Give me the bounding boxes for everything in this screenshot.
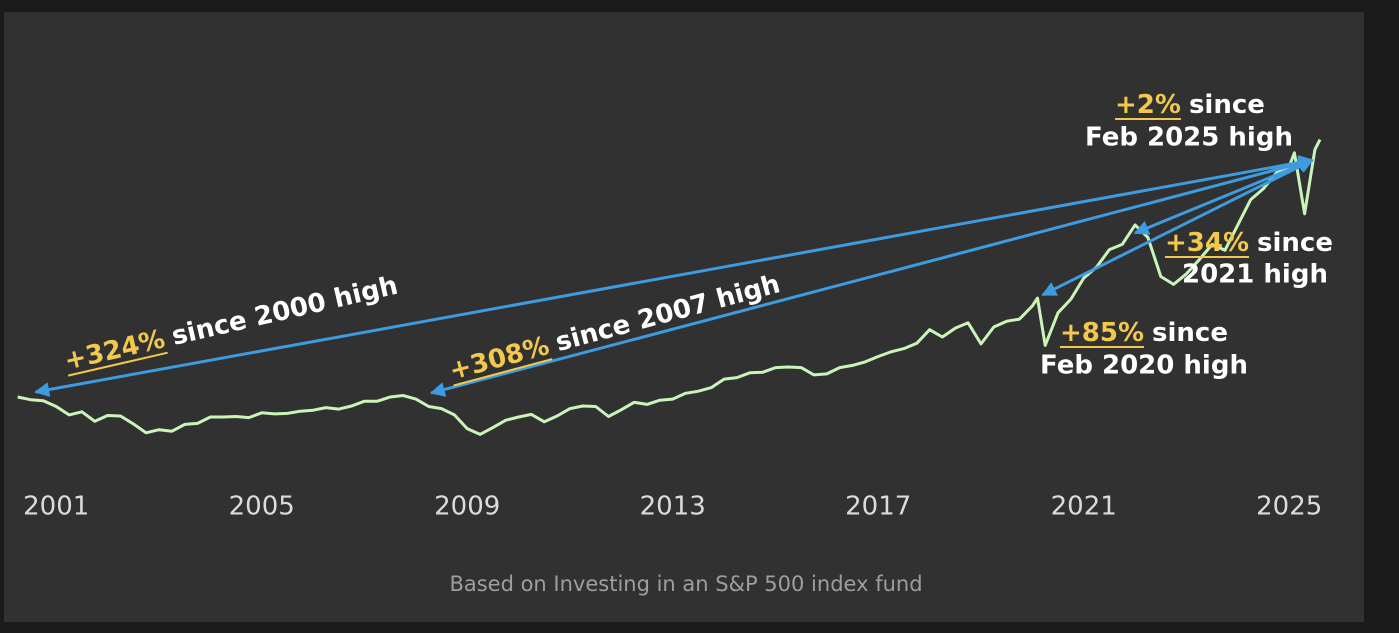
annotation-text: Feb 2025 high — [1085, 123, 1293, 153]
highlight-underline — [67, 351, 168, 377]
highlight-underline — [453, 358, 553, 387]
annotation-label: since — [1189, 90, 1265, 120]
annotation-text: Feb 2020 high — [1040, 351, 1248, 381]
annotation-text: 2021 high — [1182, 260, 1328, 290]
arrow — [1133, 158, 1314, 235]
x-tick-label: 2021 — [1051, 492, 1117, 522]
annotation-highlight: +2% — [1115, 90, 1181, 120]
x-tick-label: 2005 — [229, 492, 295, 522]
annotation-text: +2% since — [1115, 90, 1265, 120]
annotation-label: since — [1152, 318, 1228, 348]
annotation-highlight: +34% — [1165, 228, 1249, 258]
caption: Based on Investing in an S&P 500 index f… — [449, 572, 922, 596]
annotation-text: +34% since — [1165, 228, 1333, 258]
annotation-label: since — [1257, 228, 1333, 258]
x-tick-label: 2009 — [434, 492, 500, 522]
x-tick-label: 2017 — [845, 492, 911, 522]
x-tick-label: 2013 — [640, 492, 706, 522]
x-tick-label: 2025 — [1256, 492, 1322, 522]
annotation-text: +85% since — [1060, 318, 1228, 348]
annotation-highlight: +85% — [1060, 318, 1144, 348]
x-tick-label: 2001 — [23, 492, 89, 522]
